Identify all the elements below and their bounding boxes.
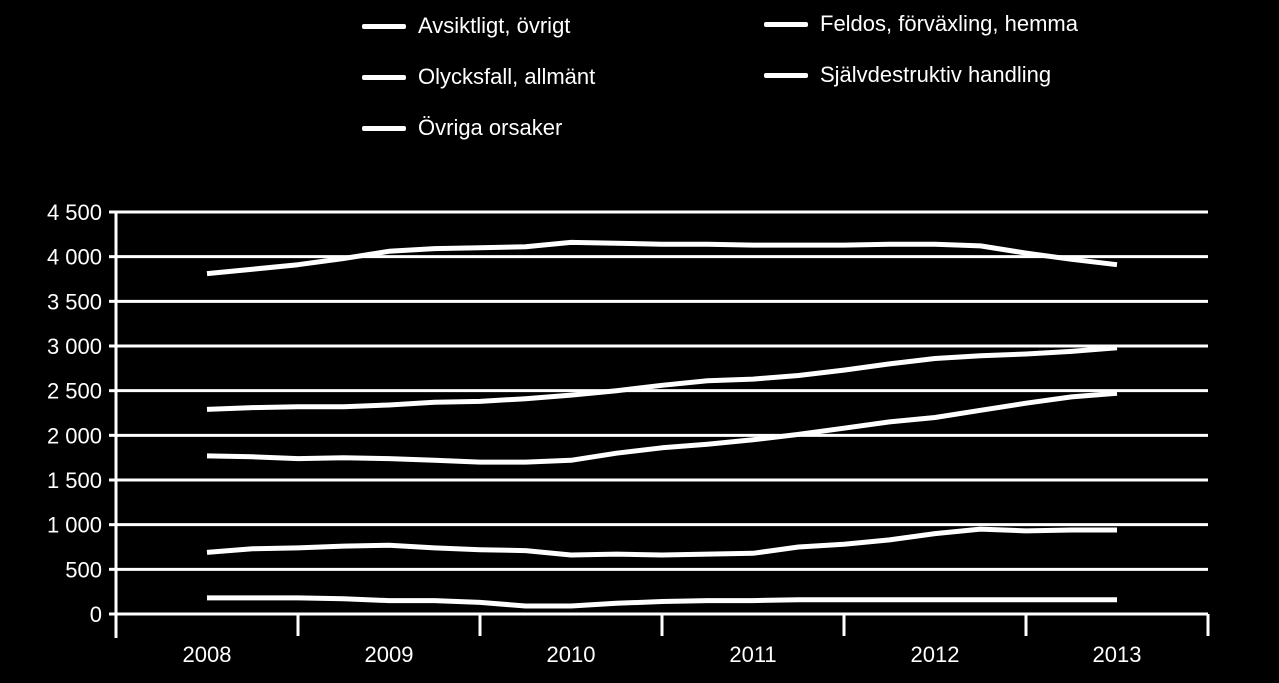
y-tick-label: 500 [65, 557, 102, 582]
x-tick-label: 2013 [1093, 642, 1142, 667]
legend-label: Övriga orsaker [418, 115, 563, 140]
y-tick-label: 2 000 [47, 423, 102, 448]
y-tick-label: 0 [90, 602, 102, 627]
y-tick-label: 1 000 [47, 513, 102, 538]
x-tick-label: 2012 [911, 642, 960, 667]
y-tick-label: 4 000 [47, 245, 102, 270]
series-line-2 [206, 390, 1118, 465]
x-tick-label: 2009 [365, 642, 414, 667]
y-tick-label: 2 500 [47, 379, 102, 404]
y-tick-label: 4 500 [47, 200, 102, 225]
x-tick-label: 2010 [547, 642, 596, 667]
series-line-0 [206, 239, 1118, 277]
series-line-3 [206, 526, 1117, 558]
legend-item-sjalvdestruktiv: Självdestruktiv handling [764, 61, 1051, 89]
legend-swatch [362, 125, 406, 131]
legend-swatch [362, 74, 406, 80]
y-tick-label: 3 500 [47, 289, 102, 314]
legend-label: Avsiktligt, övrigt [418, 13, 571, 38]
legend-label: Feldos, förväxling, hemma [820, 11, 1078, 36]
series-line-4 [207, 595, 1117, 609]
y-tick-label: 3 000 [47, 334, 102, 359]
y-axis-ticks: 0 500 1 000 1 500 2 000 2 500 3 000 3 500 4 000 4… [47, 200, 118, 638]
legend-swatch [764, 72, 808, 78]
x-tick-label: 2008 [183, 642, 232, 667]
legend-item-olycksfall: Olycksfall, allmänt [362, 63, 595, 91]
series-line-1 [206, 345, 1118, 412]
legend-item-ovriga: Övriga orsaker [362, 114, 562, 142]
x-axis: 2008 2009 2010 2011 2012 2013 [114, 612, 1210, 667]
gridlines [116, 210, 1208, 571]
legend-item-feldos: Feldos, förväxling, hemma [764, 10, 1078, 38]
y-tick-label: 1 500 [47, 468, 102, 493]
series-lines [206, 239, 1118, 609]
legend-label: Olycksfall, allmänt [418, 64, 596, 89]
legend-label: Självdestruktiv handling [820, 62, 1052, 87]
legend-swatch [362, 23, 406, 29]
legend-swatch [764, 21, 808, 27]
legend-item-avsiktligt: Avsiktligt, övrigt [362, 12, 570, 40]
x-tick-label: 2011 [729, 642, 776, 667]
